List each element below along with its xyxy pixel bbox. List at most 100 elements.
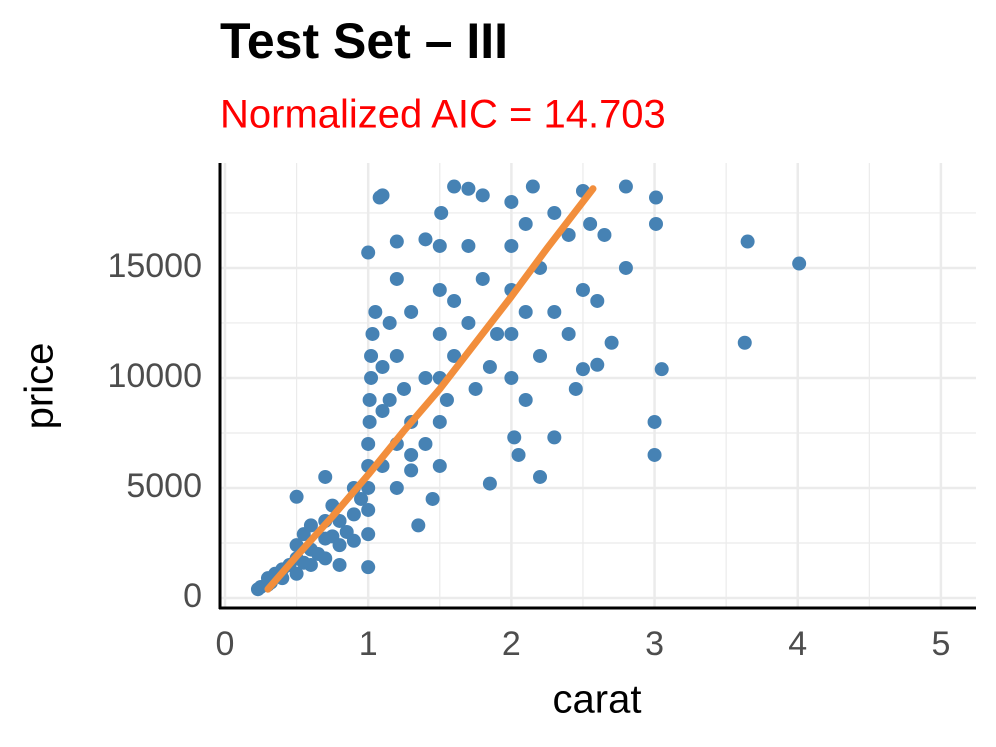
point — [490, 326, 505, 341]
point — [432, 238, 447, 253]
point — [547, 304, 562, 319]
point — [604, 335, 619, 350]
point — [561, 326, 576, 341]
y-axis-label: price — [18, 343, 62, 430]
point — [504, 326, 519, 341]
point — [425, 491, 440, 506]
point — [318, 551, 333, 566]
point — [447, 293, 462, 308]
point — [597, 227, 612, 242]
point — [362, 392, 377, 407]
point — [792, 256, 807, 271]
point — [575, 282, 590, 297]
point — [482, 359, 497, 374]
point — [504, 238, 519, 253]
point — [475, 271, 490, 286]
point — [461, 315, 476, 330]
point — [447, 179, 462, 194]
point — [447, 348, 462, 363]
point — [568, 381, 583, 396]
x-tick-label: 3 — [645, 625, 664, 663]
point — [618, 260, 633, 275]
point — [432, 326, 447, 341]
point — [346, 507, 361, 522]
point — [418, 436, 433, 451]
y-tick-label: 5000 — [126, 467, 202, 505]
point — [590, 357, 605, 372]
point — [411, 518, 426, 533]
point — [404, 304, 419, 319]
point — [389, 234, 404, 249]
point — [418, 370, 433, 385]
point — [518, 304, 533, 319]
plot-marks — [250, 179, 807, 597]
point — [561, 227, 576, 242]
y-tick-label: 15000 — [107, 247, 202, 285]
point — [375, 403, 390, 418]
chart-title: Test Set – III — [220, 13, 508, 69]
point — [389, 480, 404, 495]
point — [362, 414, 377, 429]
point — [361, 560, 376, 575]
point — [368, 304, 383, 319]
point — [525, 179, 540, 194]
point — [361, 245, 376, 260]
point — [434, 205, 449, 220]
point — [432, 458, 447, 473]
point — [432, 282, 447, 297]
point — [468, 381, 483, 396]
point — [364, 348, 379, 363]
x-tick-label: 1 — [359, 625, 378, 663]
point — [648, 216, 663, 231]
point — [533, 469, 548, 484]
point — [418, 232, 433, 247]
point — [740, 234, 755, 249]
point — [518, 216, 533, 231]
point — [647, 447, 662, 462]
point — [332, 538, 347, 553]
point — [439, 392, 454, 407]
point — [737, 335, 752, 350]
point — [332, 557, 347, 572]
point — [361, 480, 376, 495]
point — [346, 533, 361, 548]
point — [303, 518, 318, 533]
point — [354, 491, 369, 506]
point — [482, 476, 497, 491]
point — [361, 502, 376, 517]
point — [365, 326, 380, 341]
point — [289, 566, 304, 581]
x-tick-label: 4 — [788, 625, 807, 663]
chart-subtitle: Normalized AIC = 14.703 — [220, 93, 666, 137]
point — [382, 315, 397, 330]
point — [648, 190, 663, 205]
point — [432, 414, 447, 429]
x-tick-label: 0 — [216, 625, 235, 663]
point — [389, 271, 404, 286]
point — [396, 381, 411, 396]
point — [575, 362, 590, 377]
point — [618, 179, 633, 194]
point — [303, 557, 318, 572]
point — [289, 489, 304, 504]
point — [389, 348, 404, 363]
point — [504, 370, 519, 385]
point — [518, 392, 533, 407]
point — [404, 447, 419, 462]
fit-line — [264, 185, 597, 593]
point — [382, 392, 397, 407]
point — [583, 216, 598, 231]
point — [461, 238, 476, 253]
point — [511, 447, 526, 462]
point — [507, 430, 522, 445]
point — [372, 190, 387, 205]
point — [361, 436, 376, 451]
point — [590, 293, 605, 308]
y-tick-label: 10000 — [107, 357, 202, 395]
point — [654, 362, 669, 377]
point — [318, 469, 333, 484]
point — [364, 370, 379, 385]
point — [404, 463, 419, 478]
